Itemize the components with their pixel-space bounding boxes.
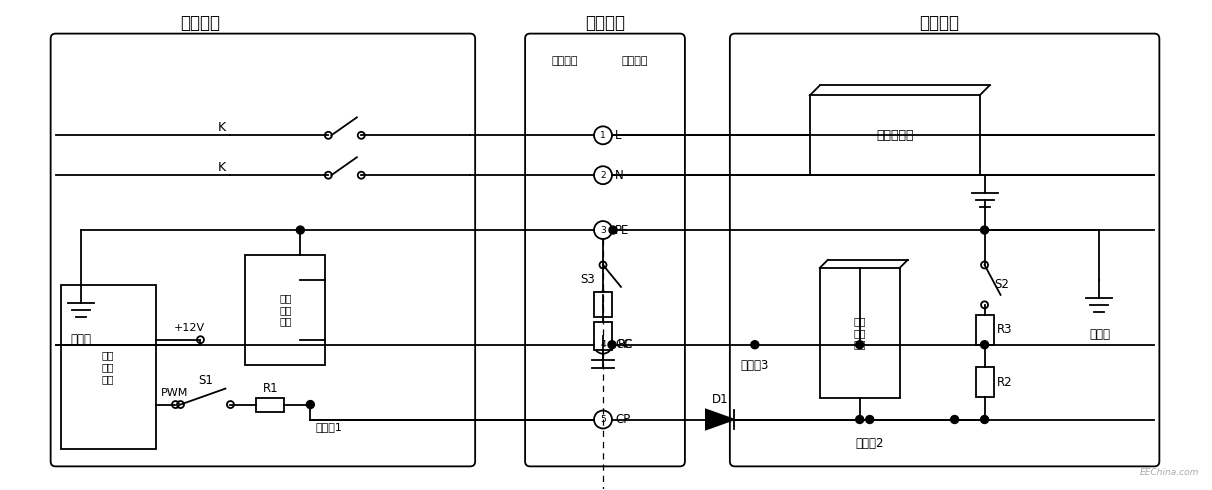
FancyBboxPatch shape — [525, 34, 685, 466]
Text: +12V: +12V — [173, 323, 205, 333]
Circle shape — [608, 341, 616, 349]
Text: 5: 5 — [600, 415, 606, 424]
Text: S2: S2 — [995, 278, 1010, 292]
Circle shape — [297, 226, 304, 234]
Text: RC: RC — [618, 338, 634, 351]
Text: L: L — [614, 129, 622, 142]
Text: R2: R2 — [996, 376, 1012, 389]
Text: 漏电
流保
护器: 漏电 流保 护器 — [279, 293, 292, 326]
Circle shape — [856, 416, 864, 423]
Text: 3: 3 — [600, 225, 606, 235]
Text: 供电
控制
装置: 供电 控制 装置 — [102, 350, 114, 384]
Polygon shape — [705, 410, 733, 429]
Circle shape — [865, 416, 874, 423]
Text: 车辆插座: 车辆插座 — [622, 55, 648, 66]
Text: 2: 2 — [600, 171, 606, 180]
Bar — [257, 397, 285, 412]
Circle shape — [856, 341, 864, 349]
Text: 车辆接口: 车辆接口 — [585, 14, 625, 32]
Circle shape — [981, 416, 989, 423]
Text: N: N — [614, 169, 624, 182]
Text: CP: CP — [614, 413, 630, 426]
Text: R1: R1 — [263, 382, 279, 394]
Text: 车辆
控制
装置: 车辆 控制 装置 — [853, 316, 865, 349]
Bar — [810, 96, 979, 175]
Text: 设备地: 设备地 — [70, 333, 91, 346]
Bar — [976, 367, 994, 397]
Text: 电动汽车: 电动汽车 — [920, 14, 960, 32]
Bar — [819, 268, 899, 397]
Circle shape — [307, 400, 314, 409]
Text: PWM: PWM — [160, 388, 188, 397]
Bar — [594, 293, 612, 318]
Text: PE: PE — [614, 223, 629, 237]
Circle shape — [981, 226, 989, 234]
FancyBboxPatch shape — [51, 34, 475, 466]
Text: K: K — [217, 161, 225, 174]
Text: 车辆插头: 车辆插头 — [551, 55, 578, 66]
FancyBboxPatch shape — [730, 34, 1160, 466]
Bar — [594, 322, 612, 350]
Text: 检测点3: 检测点3 — [741, 359, 770, 372]
Circle shape — [608, 226, 617, 234]
Text: EEChina.com: EEChina.com — [1140, 468, 1200, 477]
Text: S1: S1 — [198, 373, 213, 387]
Text: 4: 4 — [600, 340, 606, 349]
Text: CC: CC — [614, 338, 631, 351]
Bar — [245, 255, 325, 365]
Text: 检测点1: 检测点1 — [315, 422, 342, 433]
Text: K: K — [217, 121, 225, 134]
Text: 车载充电机: 车载充电机 — [876, 129, 914, 142]
Text: S3: S3 — [581, 273, 595, 286]
Text: 供电设备: 供电设备 — [181, 14, 221, 32]
Text: 1: 1 — [600, 131, 606, 140]
Circle shape — [750, 341, 759, 349]
Circle shape — [981, 341, 989, 349]
Circle shape — [950, 416, 959, 423]
Text: 检测点2: 检测点2 — [856, 438, 884, 450]
Bar — [61, 285, 155, 449]
Bar — [976, 315, 994, 345]
Text: 车身地: 车身地 — [1088, 328, 1110, 341]
Text: R3: R3 — [996, 323, 1012, 336]
Text: D1: D1 — [711, 392, 728, 406]
